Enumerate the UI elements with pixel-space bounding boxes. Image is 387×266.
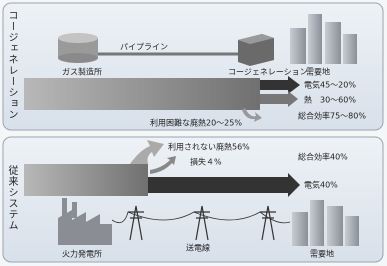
heat-label: 熱 30～60% <box>304 95 356 105</box>
gas-plant-label: ガス製造所 <box>62 67 102 77</box>
waste-heat-label: 利用困難な廃熱20～25% <box>150 118 242 128</box>
power-plant-label: 火力発電所 <box>62 249 102 259</box>
energy-bar <box>24 164 148 196</box>
energy-bar <box>24 78 260 110</box>
loss-label: 損失４% <box>190 157 222 167</box>
electricity-label: 電気40% <box>304 180 338 190</box>
efficiency-label: 総合効率75～80% <box>298 111 366 121</box>
panel-label: 従来システム <box>6 164 18 231</box>
diagram: コージェネレーション ガス製造所 パイプライン コージェネレーション 需要地 電… <box>0 0 387 266</box>
efficiency-label: 総合効率40% <box>298 152 348 162</box>
cogen-unit-label: コージェネレーション <box>228 68 308 77</box>
pipeline-label: パイプライン <box>120 43 168 52</box>
demand-label: 需要地 <box>310 249 334 259</box>
gas-tank <box>58 33 98 63</box>
panel-label: コージェネレーション <box>6 10 18 120</box>
transmission-label: 送電線 <box>186 243 210 253</box>
unused-heat-label: 利用されない廃熱56% <box>168 142 250 152</box>
electricity-label: 電気45～20% <box>304 80 356 90</box>
demand-label: 需要地 <box>306 67 330 77</box>
